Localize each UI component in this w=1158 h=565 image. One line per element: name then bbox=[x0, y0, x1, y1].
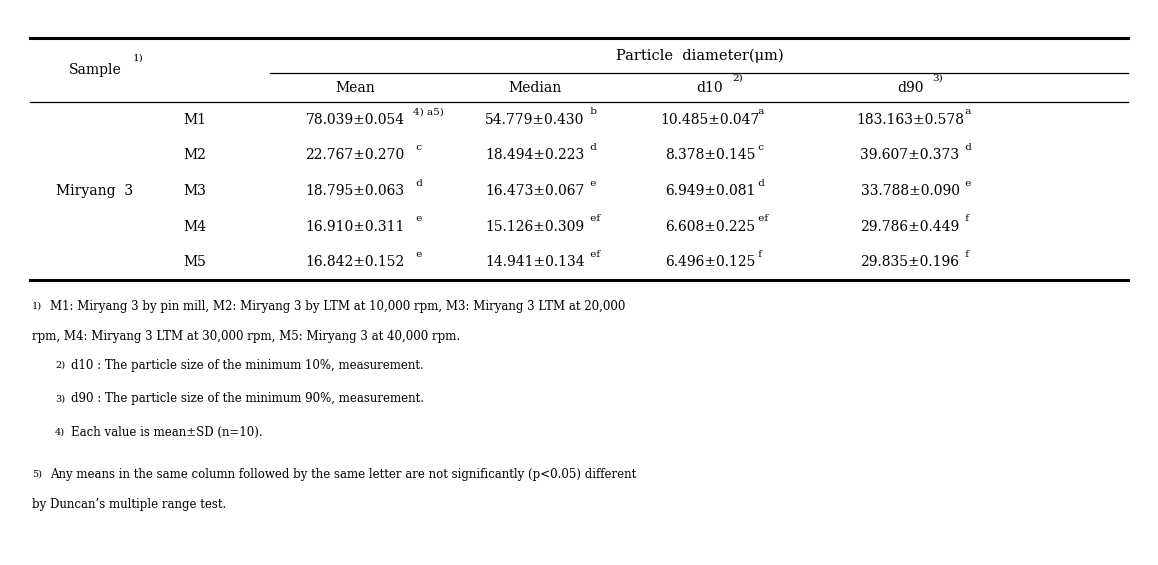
Text: e: e bbox=[587, 179, 596, 188]
Text: d: d bbox=[962, 143, 972, 152]
Text: 3): 3) bbox=[932, 74, 943, 83]
Text: 6.949±0.081: 6.949±0.081 bbox=[665, 184, 755, 198]
Text: c: c bbox=[413, 143, 422, 152]
Text: 18.795±0.063: 18.795±0.063 bbox=[306, 184, 404, 198]
Text: rpm, M4: Miryang 3 LTM at 30,000 rpm, M5: Miryang 3 at 40,000 rpm.: rpm, M4: Miryang 3 LTM at 30,000 rpm, M5… bbox=[32, 330, 460, 343]
Text: M1: Miryang 3 by pin mill, M2: Miryang 3 by LTM at 10,000 rpm, M3: Miryang 3 LTM: M1: Miryang 3 by pin mill, M2: Miryang 3… bbox=[50, 300, 625, 313]
Text: Any means in the same column followed by the same letter are not significantly (: Any means in the same column followed by… bbox=[50, 468, 636, 481]
Text: e: e bbox=[413, 214, 423, 223]
Text: 6.608±0.225: 6.608±0.225 bbox=[665, 220, 755, 233]
Text: 183.163±0.578: 183.163±0.578 bbox=[856, 113, 963, 127]
Text: d10 : The particle size of the minimum 10%, measurement.: d10 : The particle size of the minimum 1… bbox=[71, 359, 424, 372]
Text: 78.039±0.054: 78.039±0.054 bbox=[306, 113, 404, 127]
Text: 18.494±0.223: 18.494±0.223 bbox=[485, 149, 585, 162]
Text: a: a bbox=[755, 107, 764, 116]
Text: 22.767±0.270: 22.767±0.270 bbox=[306, 149, 404, 162]
Text: 2): 2) bbox=[54, 361, 65, 370]
Text: ef: ef bbox=[587, 250, 600, 259]
Text: 8.378±0.145: 8.378±0.145 bbox=[665, 149, 755, 162]
Text: 1): 1) bbox=[32, 302, 42, 311]
Text: c: c bbox=[755, 143, 764, 152]
Text: 29.835±0.196: 29.835±0.196 bbox=[860, 255, 960, 269]
Text: d: d bbox=[755, 179, 765, 188]
Text: 15.126±0.309: 15.126±0.309 bbox=[485, 220, 585, 233]
Text: 4): 4) bbox=[54, 428, 65, 437]
Text: 4) a5): 4) a5) bbox=[413, 107, 444, 116]
Text: Median: Median bbox=[508, 80, 562, 94]
Text: d: d bbox=[413, 179, 423, 188]
Text: d: d bbox=[587, 143, 596, 152]
Text: by Duncan’s multiple range test.: by Duncan’s multiple range test. bbox=[32, 498, 226, 511]
Text: ef: ef bbox=[755, 214, 768, 223]
Text: Each value is mean±SD (n=10).: Each value is mean±SD (n=10). bbox=[71, 426, 263, 439]
Text: Sample: Sample bbox=[68, 63, 122, 77]
Text: 6.496±0.125: 6.496±0.125 bbox=[665, 255, 755, 269]
Text: d10: d10 bbox=[697, 80, 724, 94]
Text: 5): 5) bbox=[32, 470, 42, 479]
Text: ef: ef bbox=[587, 214, 600, 223]
Text: 10.485±0.047: 10.485±0.047 bbox=[660, 113, 760, 127]
Text: 54.779±0.430: 54.779±0.430 bbox=[485, 113, 585, 127]
Text: M3: M3 bbox=[184, 184, 206, 198]
Text: 39.607±0.373: 39.607±0.373 bbox=[860, 149, 960, 162]
Text: Particle  diameter(μm): Particle diameter(μm) bbox=[616, 48, 784, 63]
Text: d90 : The particle size of the minimum 90%, measurement.: d90 : The particle size of the minimum 9… bbox=[71, 393, 424, 406]
Text: f: f bbox=[962, 250, 969, 259]
Text: b: b bbox=[587, 107, 598, 116]
Text: M4: M4 bbox=[183, 220, 206, 233]
Text: 3): 3) bbox=[54, 394, 65, 403]
Text: M2: M2 bbox=[184, 149, 206, 162]
Text: f: f bbox=[962, 214, 969, 223]
Text: 29.786±0.449: 29.786±0.449 bbox=[860, 220, 960, 233]
Text: e: e bbox=[962, 179, 972, 188]
Text: Mean: Mean bbox=[335, 80, 375, 94]
Text: 33.788±0.090: 33.788±0.090 bbox=[860, 184, 960, 198]
Text: e: e bbox=[413, 250, 423, 259]
Text: f: f bbox=[755, 250, 762, 259]
Text: 1): 1) bbox=[133, 54, 144, 63]
Text: 16.473±0.067: 16.473±0.067 bbox=[485, 184, 585, 198]
Text: d90: d90 bbox=[896, 80, 923, 94]
Text: Miryang  3: Miryang 3 bbox=[57, 184, 133, 198]
Text: 16.910±0.311: 16.910±0.311 bbox=[306, 220, 404, 233]
Text: M5: M5 bbox=[184, 255, 206, 269]
Text: 2): 2) bbox=[732, 74, 742, 83]
Text: 16.842±0.152: 16.842±0.152 bbox=[306, 255, 404, 269]
Text: a: a bbox=[962, 107, 972, 116]
Text: M1: M1 bbox=[183, 113, 206, 127]
Text: 14.941±0.134: 14.941±0.134 bbox=[485, 255, 585, 269]
